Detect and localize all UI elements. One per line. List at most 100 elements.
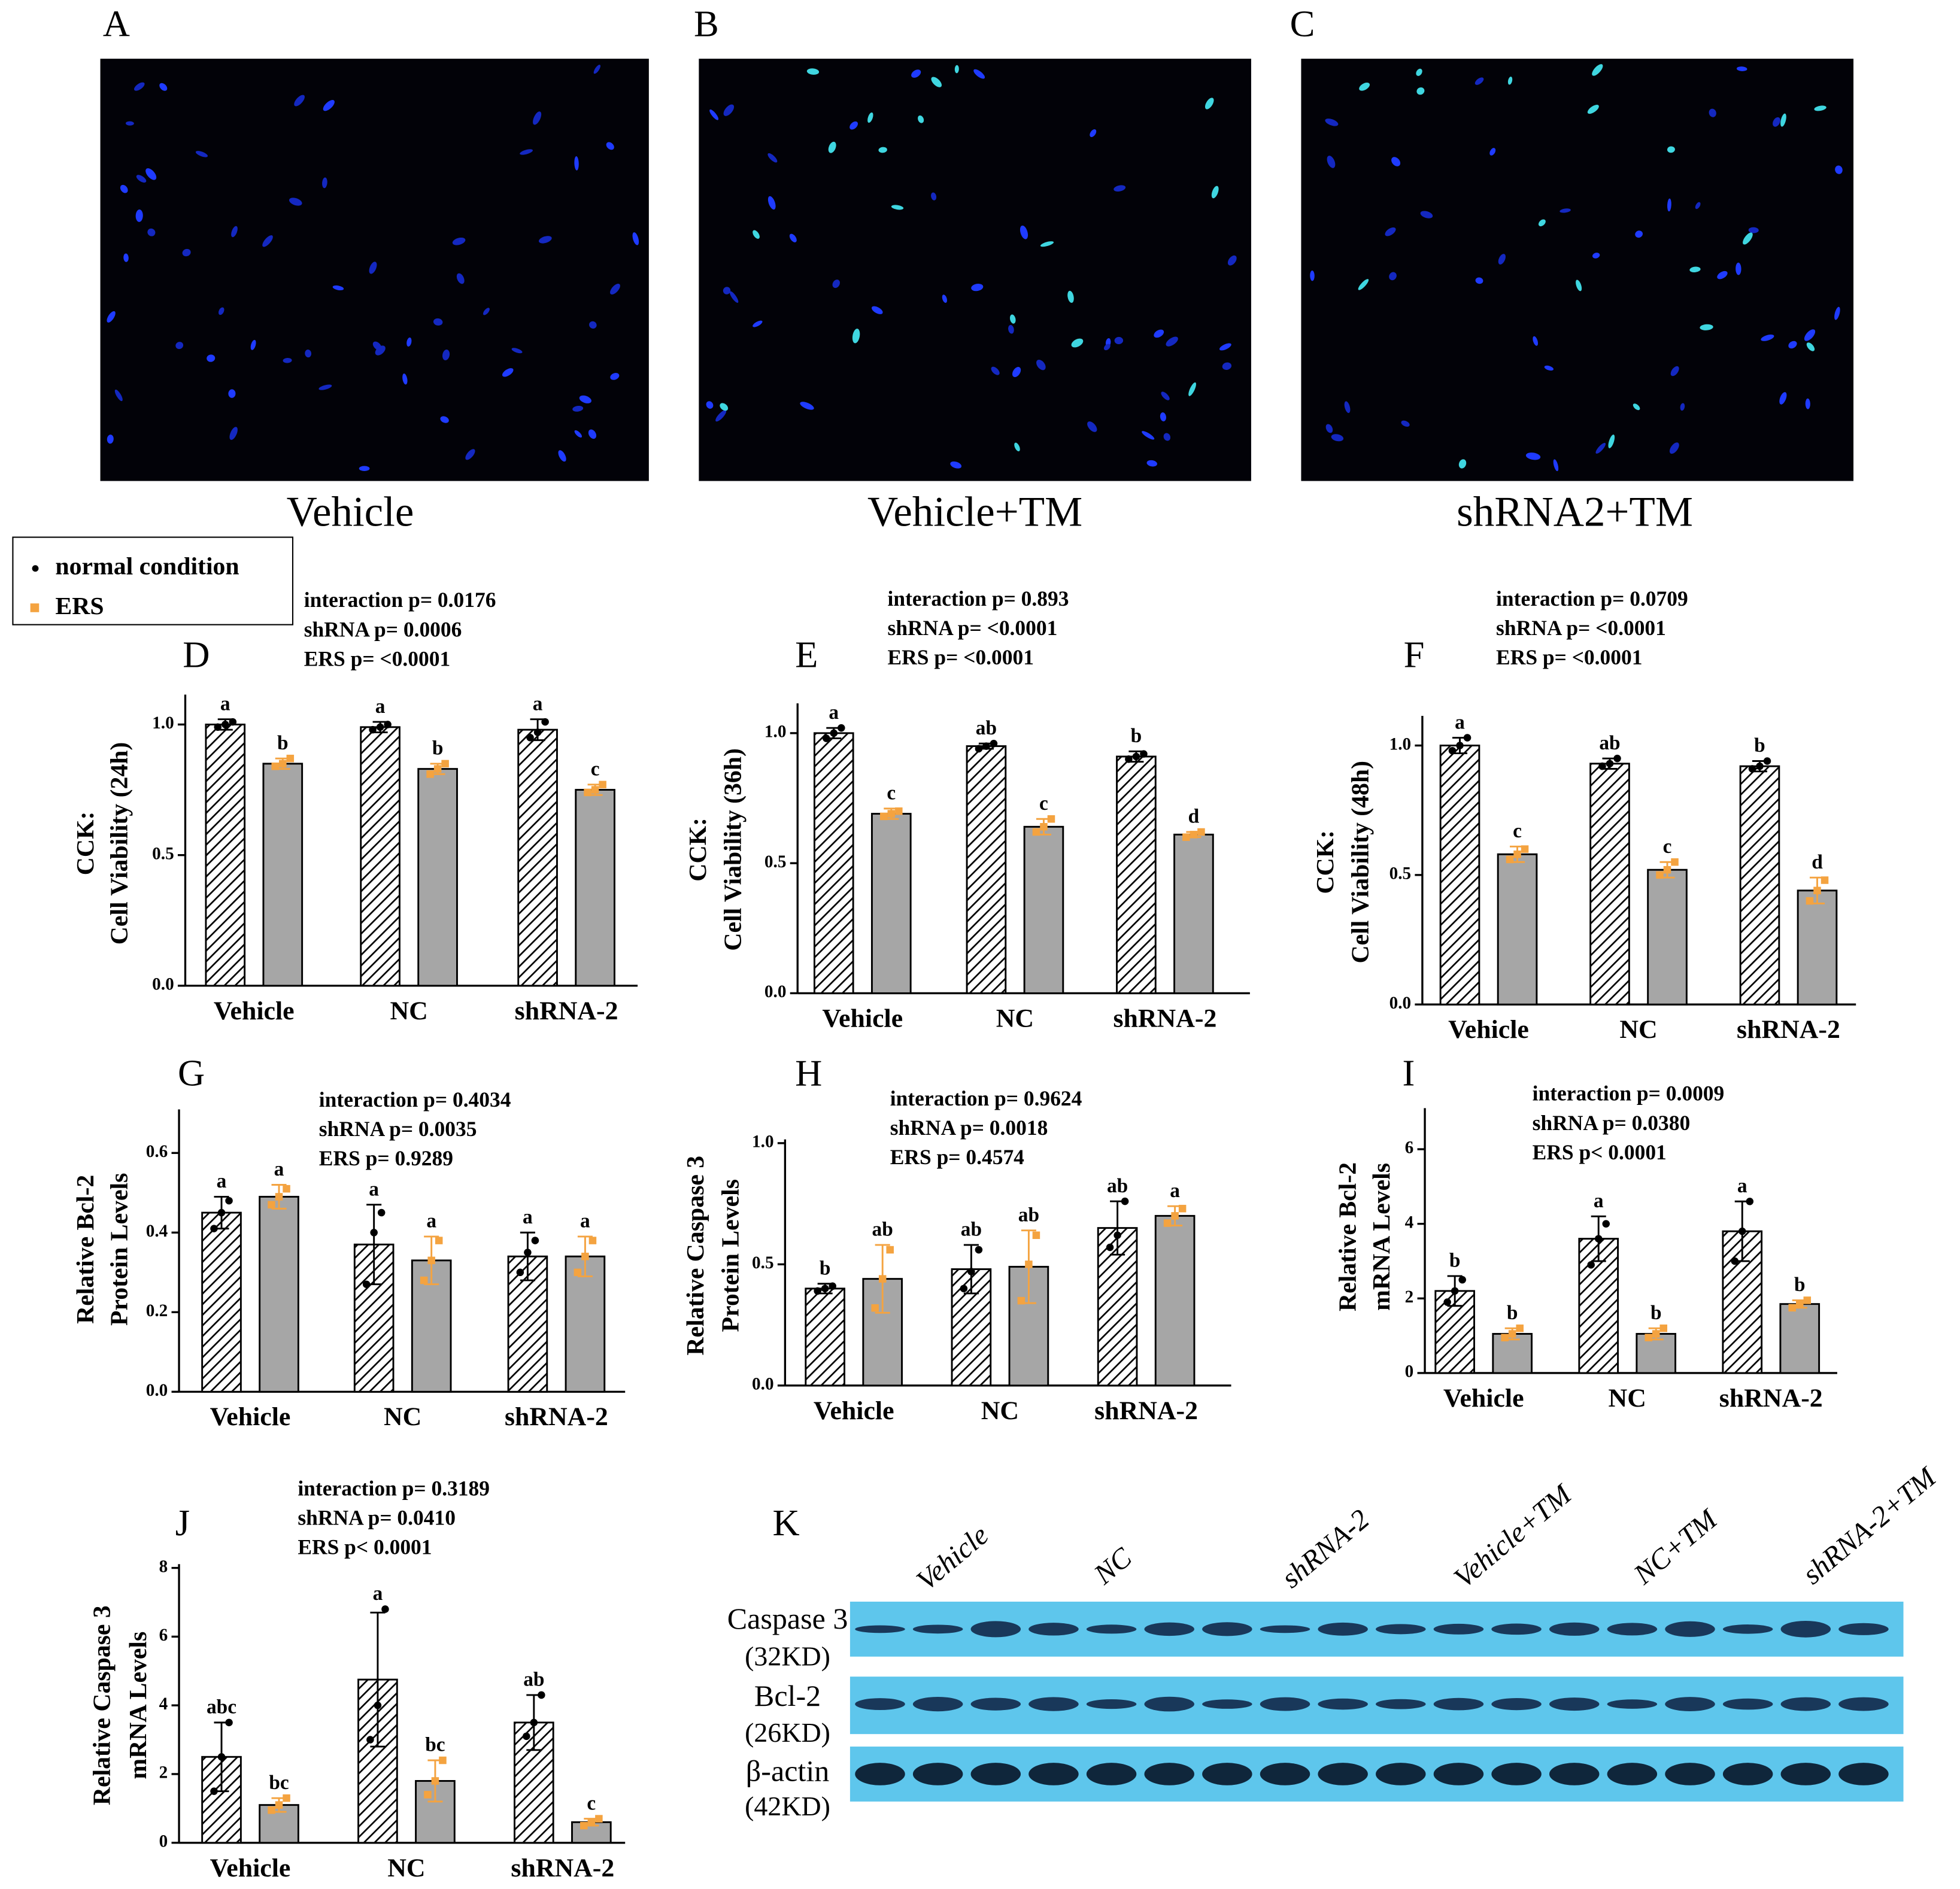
cell-nucleus bbox=[1709, 108, 1716, 117]
data-point bbox=[431, 1777, 439, 1785]
panel-letter: I bbox=[1403, 1052, 1415, 1094]
data-point bbox=[1788, 1304, 1797, 1312]
blot-band bbox=[1491, 1763, 1542, 1785]
data-point bbox=[225, 1196, 233, 1205]
blot-band bbox=[1722, 1763, 1773, 1785]
y-tick-label: 2 bbox=[1405, 1287, 1414, 1307]
y-tick-label: 1.0 bbox=[1389, 734, 1412, 754]
data-point bbox=[975, 1246, 983, 1254]
data-point bbox=[1748, 765, 1756, 773]
cell-nucleus bbox=[136, 175, 147, 183]
data-point bbox=[279, 760, 287, 768]
blot-band bbox=[1838, 1623, 1889, 1635]
error-bar bbox=[520, 1231, 535, 1281]
cell-nucleus bbox=[911, 69, 921, 78]
cell-nucleus bbox=[1358, 279, 1369, 290]
cell-nucleus bbox=[1067, 290, 1074, 303]
cell-nucleus bbox=[828, 141, 836, 153]
cell-nucleus bbox=[1310, 270, 1315, 281]
legend-marker bbox=[32, 565, 39, 572]
bar bbox=[813, 732, 854, 994]
blot-band bbox=[1028, 1763, 1079, 1785]
lane-label: Vehicle+TM bbox=[1448, 1477, 1579, 1594]
significance-letter: c bbox=[587, 1792, 596, 1814]
y-tick-label: 0.6 bbox=[146, 1142, 168, 1161]
image-caption: shRNA2+TM bbox=[1457, 488, 1693, 535]
image-caption: Vehicle+TM bbox=[867, 488, 1082, 535]
blot-band bbox=[1722, 1624, 1773, 1634]
blot-band bbox=[1318, 1698, 1368, 1710]
blot-band bbox=[1144, 1622, 1194, 1636]
significance-letter: c bbox=[887, 782, 896, 804]
protein-size: (32KD) bbox=[745, 1641, 830, 1671]
panel-letter: E bbox=[795, 633, 818, 675]
cell-nucleus bbox=[950, 461, 962, 469]
significance-letter: a bbox=[375, 696, 386, 718]
data-point bbox=[271, 763, 280, 770]
y-tick-label: 4 bbox=[159, 1694, 168, 1714]
cell-nucleus bbox=[135, 209, 143, 222]
x-tick-label: Vehicle bbox=[814, 1396, 894, 1425]
stat-annotation: shRNA p= 0.0410 bbox=[298, 1505, 456, 1529]
x-tick-label: NC bbox=[384, 1402, 421, 1431]
blot-band bbox=[1202, 1763, 1252, 1785]
cell-nucleus bbox=[231, 226, 238, 238]
cell-nucleus bbox=[323, 100, 335, 111]
bar bbox=[1797, 889, 1838, 1006]
data-point bbox=[524, 1249, 532, 1256]
data-point bbox=[1656, 871, 1664, 879]
data-point bbox=[1602, 1220, 1610, 1228]
data-point bbox=[1513, 850, 1521, 858]
cell-nucleus bbox=[125, 121, 134, 126]
protein-label: β-actin bbox=[746, 1754, 829, 1787]
data-point bbox=[217, 1208, 226, 1217]
cell-nucleus bbox=[1834, 306, 1840, 320]
significance-letter: b bbox=[1650, 1302, 1662, 1324]
data-point bbox=[1190, 831, 1198, 839]
panel-letter: K bbox=[773, 1502, 800, 1544]
y-axis-label: mRNA Levels bbox=[1368, 1163, 1395, 1311]
y-tick-label: 0.0 bbox=[1389, 994, 1412, 1013]
data-point bbox=[541, 718, 549, 726]
significance-letter: a bbox=[274, 1158, 284, 1180]
data-point bbox=[1501, 1334, 1509, 1342]
blot-band bbox=[970, 1697, 1021, 1711]
stat-annotation: shRNA p= 0.0006 bbox=[304, 617, 462, 641]
bar bbox=[1779, 1303, 1821, 1374]
cell-nucleus bbox=[147, 228, 156, 236]
blot-band bbox=[855, 1698, 905, 1710]
y-tick-label: 0.0 bbox=[752, 1375, 774, 1394]
x-tick-label: shRNA-2 bbox=[1719, 1384, 1823, 1413]
cell-nucleus bbox=[207, 354, 216, 362]
cell-nucleus bbox=[465, 449, 475, 460]
stat-annotation: shRNA p= <0.0001 bbox=[888, 616, 1058, 640]
data-point bbox=[880, 812, 888, 821]
data-point bbox=[1645, 1334, 1652, 1342]
y-tick-label: 0.5 bbox=[752, 1253, 774, 1273]
blot-band bbox=[1260, 1625, 1310, 1633]
cell-nucleus bbox=[1489, 148, 1496, 156]
data-point bbox=[1594, 1235, 1603, 1243]
cell-nucleus bbox=[440, 416, 449, 423]
bar bbox=[357, 1678, 398, 1844]
significance-letter: b bbox=[432, 737, 444, 760]
y-tick-label: 0 bbox=[1405, 1362, 1414, 1381]
cell-nucleus bbox=[632, 232, 639, 245]
significance-letter: ab bbox=[961, 1219, 982, 1241]
bar bbox=[951, 1268, 992, 1387]
data-point bbox=[1659, 1324, 1668, 1332]
cell-nucleus bbox=[123, 253, 129, 262]
data-point bbox=[1506, 855, 1514, 864]
y-tick-label: 2 bbox=[159, 1763, 168, 1782]
cell-nucleus bbox=[1680, 403, 1685, 411]
y-axis-label: CCK: bbox=[684, 818, 712, 882]
cell-nucleus bbox=[1344, 401, 1351, 414]
significance-letter: c bbox=[1039, 792, 1048, 815]
y-tick-label: 0 bbox=[159, 1832, 168, 1851]
protein-size: (26KD) bbox=[745, 1717, 830, 1748]
data-point bbox=[1121, 1197, 1129, 1205]
cell-nucleus bbox=[1835, 165, 1843, 174]
y-axis-label: Protein Levels bbox=[717, 1179, 744, 1332]
blot-band bbox=[1433, 1763, 1484, 1785]
